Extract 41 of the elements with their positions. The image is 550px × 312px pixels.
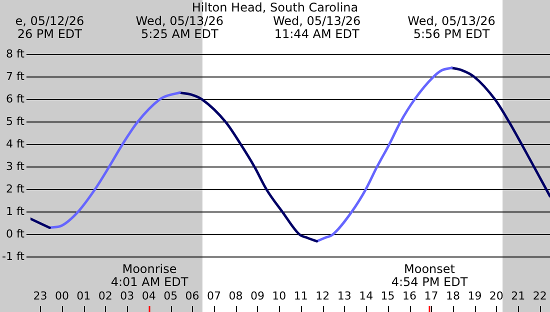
y-tick-label: 1 ft — [6, 204, 26, 218]
x-tick-label: 14 — [359, 289, 374, 302]
x-tick-label: 21 — [511, 289, 526, 302]
x-tick-label: 17 — [424, 289, 438, 302]
x-tick-label: 11 — [294, 289, 308, 302]
y-tick-label: 0 ft — [6, 227, 26, 240]
ref-line-label: Moonrise 4:01 AM EDT — [110, 262, 189, 289]
x-tick-label: 02 — [98, 289, 112, 302]
x-tick-label: 07 — [207, 289, 222, 302]
x-tick-label: 09 — [250, 289, 264, 302]
y-tick-label: -1 ft — [2, 250, 26, 263]
y-tick-label: 7 ft — [6, 70, 26, 83]
text: Wed, 05/13/26 5:25 AM EDT — [136, 14, 224, 41]
text: Wed, 05/13/26 5:56 PM EDT — [408, 14, 496, 41]
y-tick-label: 8 ft — [6, 47, 26, 60]
x-tick-label: 05 — [164, 289, 178, 302]
x-tick-label: 12 — [316, 289, 330, 302]
y-tick-label: 4 ft — [6, 137, 26, 150]
y-tick-label: 6 ft — [6, 92, 26, 106]
x-tick-label: 19 — [468, 289, 482, 302]
x-tick-label: 18 — [446, 289, 460, 302]
x-tick-label: 04 — [142, 289, 156, 302]
x-tick-label: 20 — [489, 289, 504, 302]
x-tick-label: 03 — [120, 289, 134, 302]
text: e, 05/12/26 26 PM EDT — [15, 14, 84, 41]
x-tick-label: 08 — [228, 289, 243, 302]
x-tick-label: 13 — [337, 289, 352, 302]
x-tick-label: 00 — [54, 289, 69, 302]
y-tick-label: 2 ft — [6, 182, 26, 196]
y-tick-label: 3 ft — [6, 160, 26, 173]
x-tick-label: 23 — [33, 289, 48, 302]
x-tick-label: 01 — [76, 289, 91, 302]
ref-line-label: Moonset 4:54 PM EDT — [391, 262, 468, 289]
x-tick-label: 10 — [272, 289, 286, 302]
chart-title: Hilton Head, South Carolina — [192, 0, 358, 14]
x-tick-label: 22 — [532, 289, 547, 302]
x-tick-label: 06 — [185, 289, 200, 302]
x-tick-label: 15 — [380, 289, 395, 302]
text: Wed, 05/13/26 11:44 AM EDT — [272, 14, 361, 41]
x-tick-label: 16 — [402, 289, 417, 302]
y-tick-label: 5 ft — [6, 114, 26, 128]
